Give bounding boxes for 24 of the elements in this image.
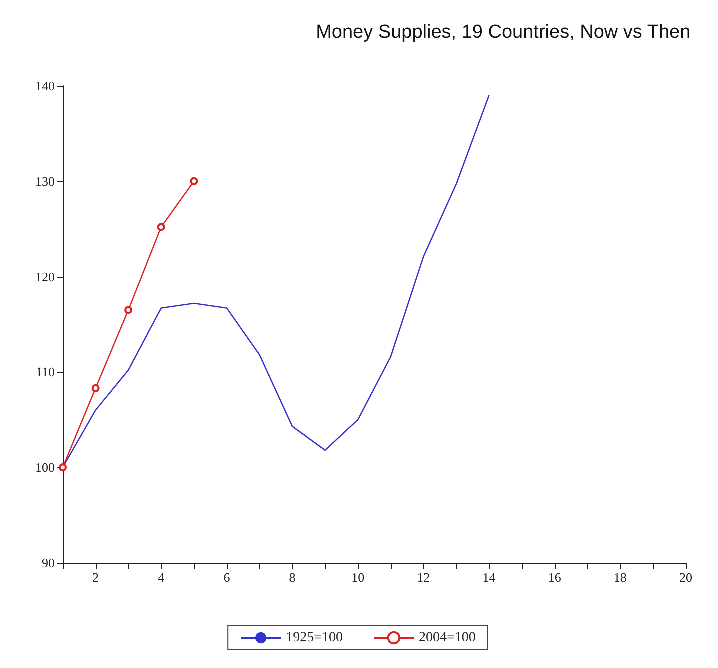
x-tick-label: 8: [289, 570, 296, 585]
y-tick-label: 130: [36, 174, 55, 189]
x-tick-label: 14: [482, 570, 496, 585]
y-tick-label: 120: [36, 269, 55, 284]
y-tick-label: 90: [42, 556, 55, 570]
x-tick-label: 16: [548, 570, 562, 585]
x-tick-label: 10: [352, 570, 365, 585]
x-tick-label: 12: [417, 570, 430, 585]
point: [190, 177, 198, 186]
point: [59, 464, 67, 472]
y-tick-label: 100: [36, 460, 55, 476]
legend-label: 2004=100: [419, 630, 476, 646]
x-tick-label: 20: [680, 570, 692, 585]
point: [92, 384, 100, 392]
point: [157, 223, 166, 232]
x-tick-label: 4: [158, 570, 166, 585]
legend-label: 1925=100: [286, 630, 344, 646]
y-tick-label: 110: [36, 364, 55, 380]
point: [124, 306, 133, 314]
x-tick-label: 18: [614, 570, 627, 585]
chart-title: Money Supplies, 19 Countries, Now vs Then: [316, 22, 691, 43]
x-tick-label: 6: [224, 570, 231, 585]
x-tick-label: 2: [92, 570, 100, 585]
y-tick-label: 140: [36, 78, 55, 94]
